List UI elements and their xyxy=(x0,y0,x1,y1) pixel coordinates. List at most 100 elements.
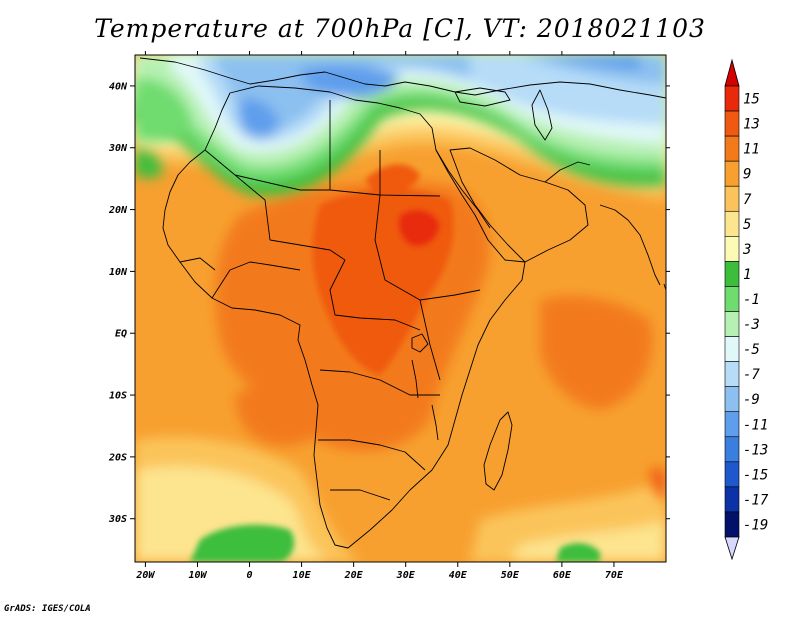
lat-tick-label: 20N xyxy=(108,205,128,216)
lake-tanganyika xyxy=(411,359,419,399)
border-line-1 xyxy=(204,149,271,241)
lon-tick-label: 30E xyxy=(396,570,416,581)
colorbar-swatch xyxy=(724,286,740,312)
lat-tick-label: EQ xyxy=(115,329,127,340)
colorbar-label: 13 xyxy=(743,117,760,133)
lat-tick-label: 10N xyxy=(109,267,128,278)
field-southwest-11 xyxy=(235,383,324,446)
colorbar-swatch xyxy=(724,436,740,463)
border-line-5 xyxy=(269,239,346,261)
madagascar-coastline xyxy=(483,411,513,491)
red-sea-coast xyxy=(435,149,491,229)
field-north-m11 xyxy=(237,98,280,139)
field-northeast-m11 xyxy=(540,55,640,70)
colorbar-label: -15 xyxy=(743,467,768,483)
colorbar-label: 1 xyxy=(743,267,751,283)
colorbar-swatch xyxy=(724,160,740,187)
lon-tick-label: 60E xyxy=(553,570,572,581)
field-west-atlantic-m1 xyxy=(135,79,190,142)
colorbar-swatch xyxy=(724,411,740,438)
longitude-axis: 20W 10W 0 10E 20E 30E 40E 50E 60E 70E xyxy=(135,51,624,581)
colorbar-swatch xyxy=(724,135,740,162)
colorbar-swatch xyxy=(724,210,740,237)
colorbar-swatch xyxy=(724,386,740,413)
colorbar-label: 11 xyxy=(743,142,760,158)
lon-tick-label: 20E xyxy=(344,570,364,581)
colorbar-swatch xyxy=(724,236,740,262)
colorbar-bottom-arrow xyxy=(724,536,740,561)
field-sudan-15 xyxy=(398,209,440,247)
persian-gulf xyxy=(544,161,591,183)
border-line-8 xyxy=(334,314,421,331)
field-indian-east-13 xyxy=(650,468,666,500)
border-line-3 xyxy=(329,100,441,197)
lon-tick-label: 40E xyxy=(449,570,468,581)
lake-victoria xyxy=(411,333,429,353)
colorbar-swatch xyxy=(724,461,740,488)
colorbar-label: 9 xyxy=(743,167,751,183)
colorbar-label: -11 xyxy=(743,417,768,433)
border-line-12 xyxy=(211,261,301,299)
border-line-13 xyxy=(179,257,216,271)
colorbar-label: 5 xyxy=(743,217,751,233)
lake-malawi xyxy=(431,404,439,441)
europe-coastline xyxy=(139,57,666,99)
india-coastline xyxy=(599,204,661,286)
border-line-4 xyxy=(374,150,386,281)
colorbar-label: -7 xyxy=(743,367,760,383)
border-line-7 xyxy=(384,279,481,301)
field-north-m9 xyxy=(215,55,470,131)
colorbar-label: -9 xyxy=(743,392,760,408)
colorbar-legend: 15 13 11 9 7 5 3 1 -1 -3 -5 -7 -9 -11 -13 -15 -17 -19 xyxy=(724,58,769,561)
colorbar-swatch xyxy=(724,311,740,337)
border-line-10 xyxy=(318,439,426,471)
field-southwest-green xyxy=(190,524,295,562)
lon-tick-label: 50E xyxy=(501,570,520,581)
border-line-11 xyxy=(330,489,391,501)
grads-credit: GrADS: IGES/COLA xyxy=(4,604,91,614)
lat-tick-label: 30N xyxy=(108,143,128,154)
colorbar-label: -5 xyxy=(743,342,760,358)
colorbar-label: 15 xyxy=(743,92,760,108)
lat-tick-label: 40N xyxy=(109,81,128,92)
lon-tick-label: 70E xyxy=(605,570,624,581)
colorbar-label: 7 xyxy=(743,192,752,208)
colorbar-swatch xyxy=(724,486,740,513)
colorbar-top-arrow xyxy=(724,58,740,87)
colorbar-label: -13 xyxy=(743,442,768,458)
lon-tick-label: 10W xyxy=(188,570,207,581)
field-indian-11 xyxy=(540,296,653,410)
colorbar-label: -3 xyxy=(743,317,760,333)
border-line-6 xyxy=(329,259,346,316)
colorbar-swatch xyxy=(724,185,740,212)
lat-tick-label: 20S xyxy=(108,452,127,463)
coastlines-and-borders xyxy=(139,57,666,549)
colorbar-swatch xyxy=(724,511,740,538)
lon-tick-label: 10E xyxy=(293,570,312,581)
border-line-9 xyxy=(319,369,440,396)
latitude-axis: 40N 30N 20N 10N EQ 10S 20S 30S xyxy=(108,81,670,525)
field-south-5-east xyxy=(510,520,666,562)
colorbar-swatch xyxy=(724,85,740,112)
lat-tick-label: 10S xyxy=(109,391,127,402)
border-line-2 xyxy=(234,174,330,191)
lat-tick-label: 30S xyxy=(108,514,127,525)
temperature-shading xyxy=(135,55,666,562)
caspian-sea xyxy=(531,89,553,141)
black-sea xyxy=(454,87,511,107)
colorbar-swatch xyxy=(724,261,740,287)
map-title: Temperature at 700hPa [C], VT: 201802110… xyxy=(94,14,706,43)
border-line-14 xyxy=(419,299,441,381)
field-north-13 xyxy=(365,164,420,194)
colorbar-label: -19 xyxy=(743,517,768,533)
colorbar-swatch xyxy=(724,110,740,137)
field-west-atlantic-1 xyxy=(135,149,163,179)
colorbar-label: -17 xyxy=(743,492,769,508)
colorbar-swatch xyxy=(724,361,740,387)
plot-frame xyxy=(134,54,667,563)
colorbar-label: 3 xyxy=(742,242,751,258)
arabian-peninsula-coastline xyxy=(449,147,589,263)
lon-tick-label: 0 xyxy=(247,570,253,581)
colorbar-label: -1 xyxy=(743,292,760,308)
field-southeast-green xyxy=(556,543,600,562)
